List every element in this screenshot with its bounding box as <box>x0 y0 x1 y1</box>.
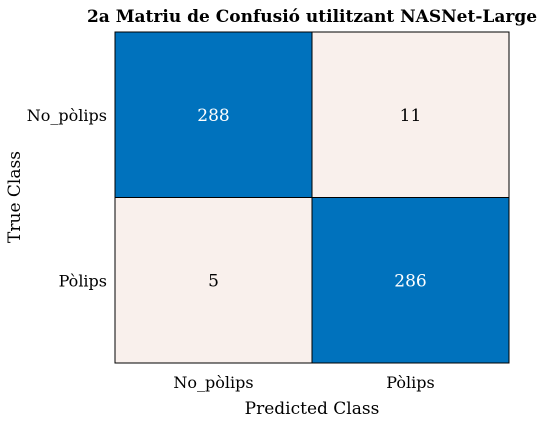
y-axis-label: True Class <box>5 151 25 243</box>
matrix-cells <box>114 31 510 364</box>
column-tick-label-1: Pòlips <box>386 373 434 392</box>
row-tick-labels: No_pòlips Pòlips <box>27 106 107 291</box>
matrix-cell-0-0 <box>114 31 313 198</box>
column-tick-label-0: No_pòlips <box>173 373 253 392</box>
x-axis-label: Predicted Class <box>245 399 380 419</box>
matrix-cell-1-1 <box>311 197 510 364</box>
matrix-value-labels: 288 11 5 286 <box>197 106 426 292</box>
matrix-frame <box>114 31 510 364</box>
cell-value-1-1: 286 <box>394 271 426 291</box>
row-tick-label-0: No_pòlips <box>27 106 107 125</box>
matrix-cell-1-0 <box>114 197 313 364</box>
column-tick-labels: No_pòlips Pòlips <box>173 373 434 392</box>
cell-value-1-0: 5 <box>208 271 219 291</box>
cell-value-0-1: 11 <box>400 106 422 126</box>
chart-title: 2a Matriu de Confusió utilitzant NASNet-… <box>87 7 537 27</box>
matrix-cell-0-1 <box>311 31 510 198</box>
row-tick-label-1: Pòlips <box>59 271 107 290</box>
cell-value-0-0: 288 <box>197 106 229 126</box>
